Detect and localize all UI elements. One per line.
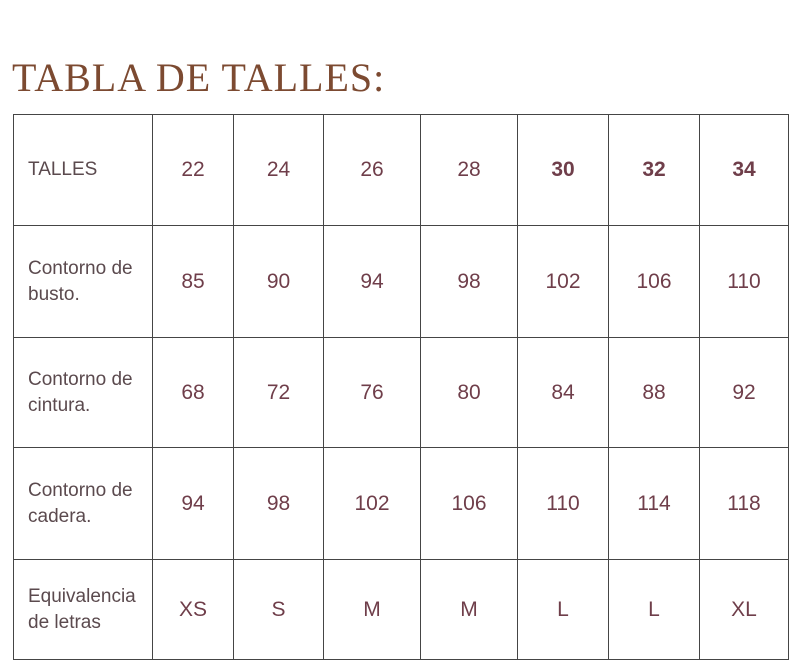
table-cell: 26: [323, 114, 421, 226]
table-cell: 110: [699, 225, 789, 338]
table-cell: 106: [608, 225, 700, 338]
table-cell: L: [608, 559, 700, 660]
table-cell: 106: [420, 447, 518, 560]
table-cell: 98: [233, 447, 324, 560]
table-cell: XL: [699, 559, 789, 660]
row-label-cadera: Contorno de cadera.: [13, 447, 153, 560]
table-cell: L: [517, 559, 609, 660]
table-cell: 92: [699, 337, 789, 448]
table-row-cadera: Contorno de cadera. 94 98 102 106 110 11…: [13, 447, 789, 560]
table-cell: 32: [608, 114, 700, 226]
page-title: TABLA DE TALLES:: [12, 55, 386, 100]
table-cell: 76: [323, 337, 421, 448]
row-label-cintura: Contorno de cintura.: [13, 337, 153, 448]
table-cell: 84: [517, 337, 609, 448]
table-cell: 114: [608, 447, 700, 560]
table-row-cintura: Contorno de cintura. 68 72 76 80 84 88 9…: [13, 337, 789, 448]
table-cell: 24: [233, 114, 324, 226]
table-cell: XS: [152, 559, 234, 660]
table-cell: 102: [323, 447, 421, 560]
table-row-letras: Equivalencia de letras XS S M M L L XL: [13, 559, 789, 660]
table-cell: 98: [420, 225, 518, 338]
table-cell: 22: [152, 114, 234, 226]
table-cell: 72: [233, 337, 324, 448]
row-label-busto: Contorno de busto.: [13, 225, 153, 338]
table-cell: 30: [517, 114, 609, 226]
table-cell: S: [233, 559, 324, 660]
table-row-talles: TALLES 22 24 26 28 30 32 34: [13, 114, 789, 226]
table-cell: 90: [233, 225, 324, 338]
table-cell: 102: [517, 225, 609, 338]
table-cell: 80: [420, 337, 518, 448]
table-cell: 68: [152, 337, 234, 448]
table-row-busto: Contorno de busto. 85 90 94 98 102 106 1…: [13, 225, 789, 338]
table-cell: 94: [152, 447, 234, 560]
table-cell: 28: [420, 114, 518, 226]
table-cell: 85: [152, 225, 234, 338]
table-cell: 118: [699, 447, 789, 560]
table-cell: 94: [323, 225, 421, 338]
table-cell: 34: [699, 114, 789, 226]
table-cell: M: [420, 559, 518, 660]
row-label-letras: Equivalencia de letras: [13, 559, 153, 660]
row-label-talles: TALLES: [13, 114, 153, 226]
table-cell: M: [323, 559, 421, 660]
table-cell: 110: [517, 447, 609, 560]
table-cell: 88: [608, 337, 700, 448]
size-chart-table: TALLES 22 24 26 28 30 32 34 Contorno de …: [13, 114, 789, 660]
